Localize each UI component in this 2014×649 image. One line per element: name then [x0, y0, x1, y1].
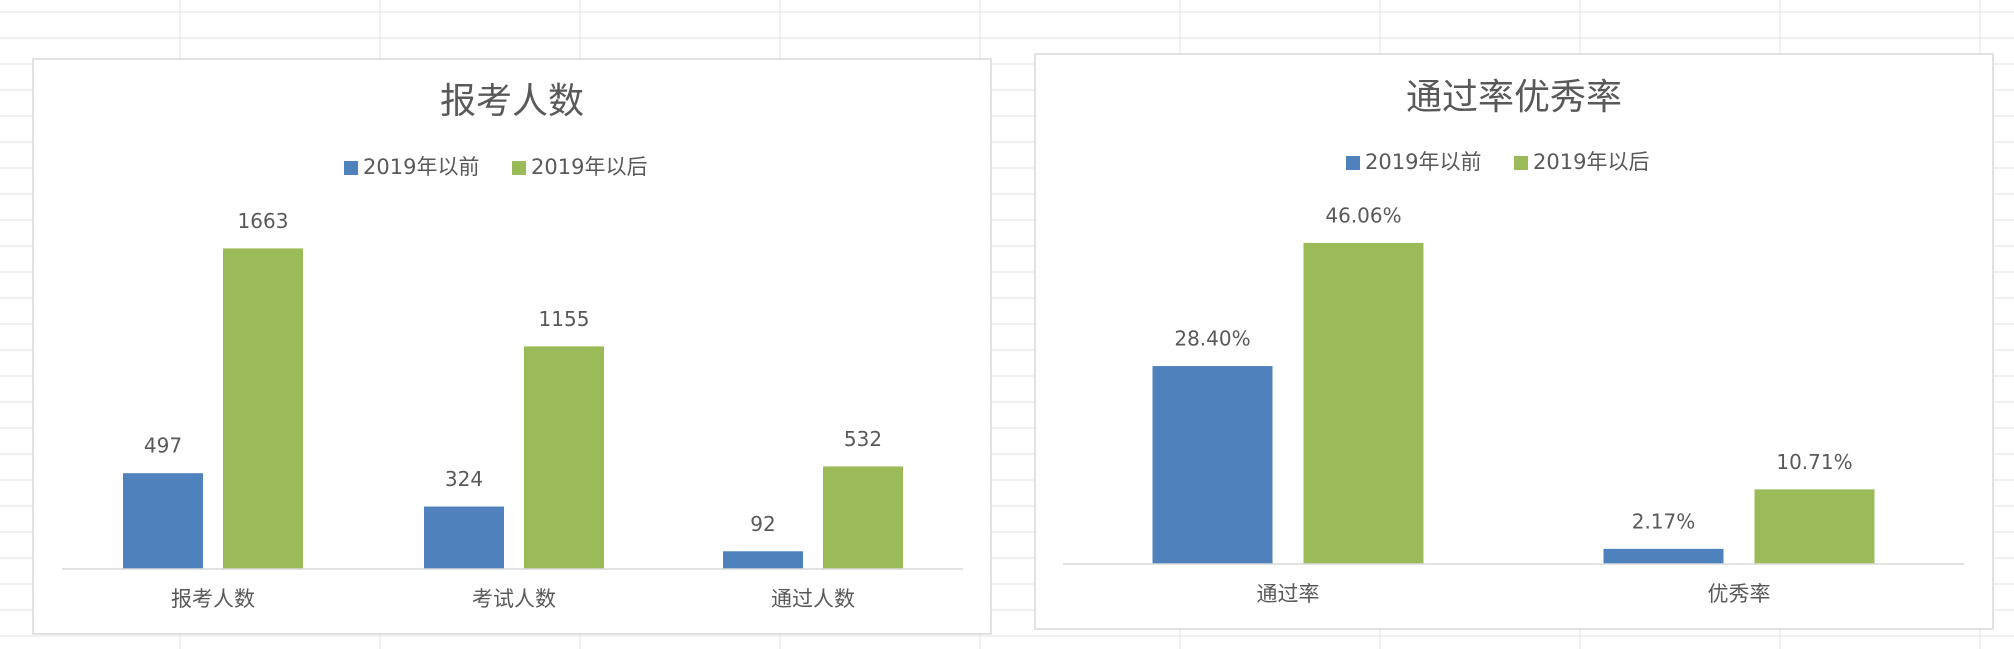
x-tick-label: 优秀率 — [1708, 582, 1771, 606]
chart-title: 报考人数 — [440, 81, 584, 122]
data-label: 1663 — [238, 209, 289, 233]
legend-label: 2019年以前 — [363, 155, 479, 179]
data-label: 2.17% — [1632, 509, 1696, 533]
data-label: 497 — [144, 434, 182, 458]
x-tick-label: 通过率 — [1257, 582, 1320, 606]
bar — [1603, 548, 1724, 564]
data-label: 10.71% — [1776, 450, 1852, 474]
legend-swatch — [512, 161, 526, 175]
legend-label: 2019年以后 — [1533, 150, 1649, 174]
legend-swatch — [1346, 156, 1360, 170]
data-label: 1155 — [539, 307, 590, 331]
bar — [524, 346, 604, 569]
chart-title: 通过率优秀率 — [1406, 77, 1622, 118]
x-tick-label: 考试人数 — [472, 587, 556, 611]
bar — [723, 551, 803, 569]
bar — [1303, 242, 1424, 565]
bar — [823, 466, 903, 569]
legend-label: 2019年以前 — [1365, 150, 1481, 174]
data-label: 92 — [750, 512, 775, 536]
bar — [1152, 366, 1273, 564]
bar — [123, 473, 203, 569]
data-label: 324 — [445, 467, 483, 491]
data-label: 28.40% — [1174, 327, 1250, 351]
legend-label: 2019年以后 — [531, 155, 647, 179]
data-label: 532 — [844, 427, 882, 451]
bar — [424, 506, 504, 569]
data-label: 46.06% — [1325, 203, 1401, 227]
bar — [223, 248, 303, 569]
x-tick-label: 通过人数 — [771, 587, 855, 611]
x-tick-label: 报考人数 — [171, 587, 255, 611]
legend-swatch — [1514, 156, 1528, 170]
legend-swatch — [344, 161, 358, 175]
bar — [1754, 489, 1875, 564]
